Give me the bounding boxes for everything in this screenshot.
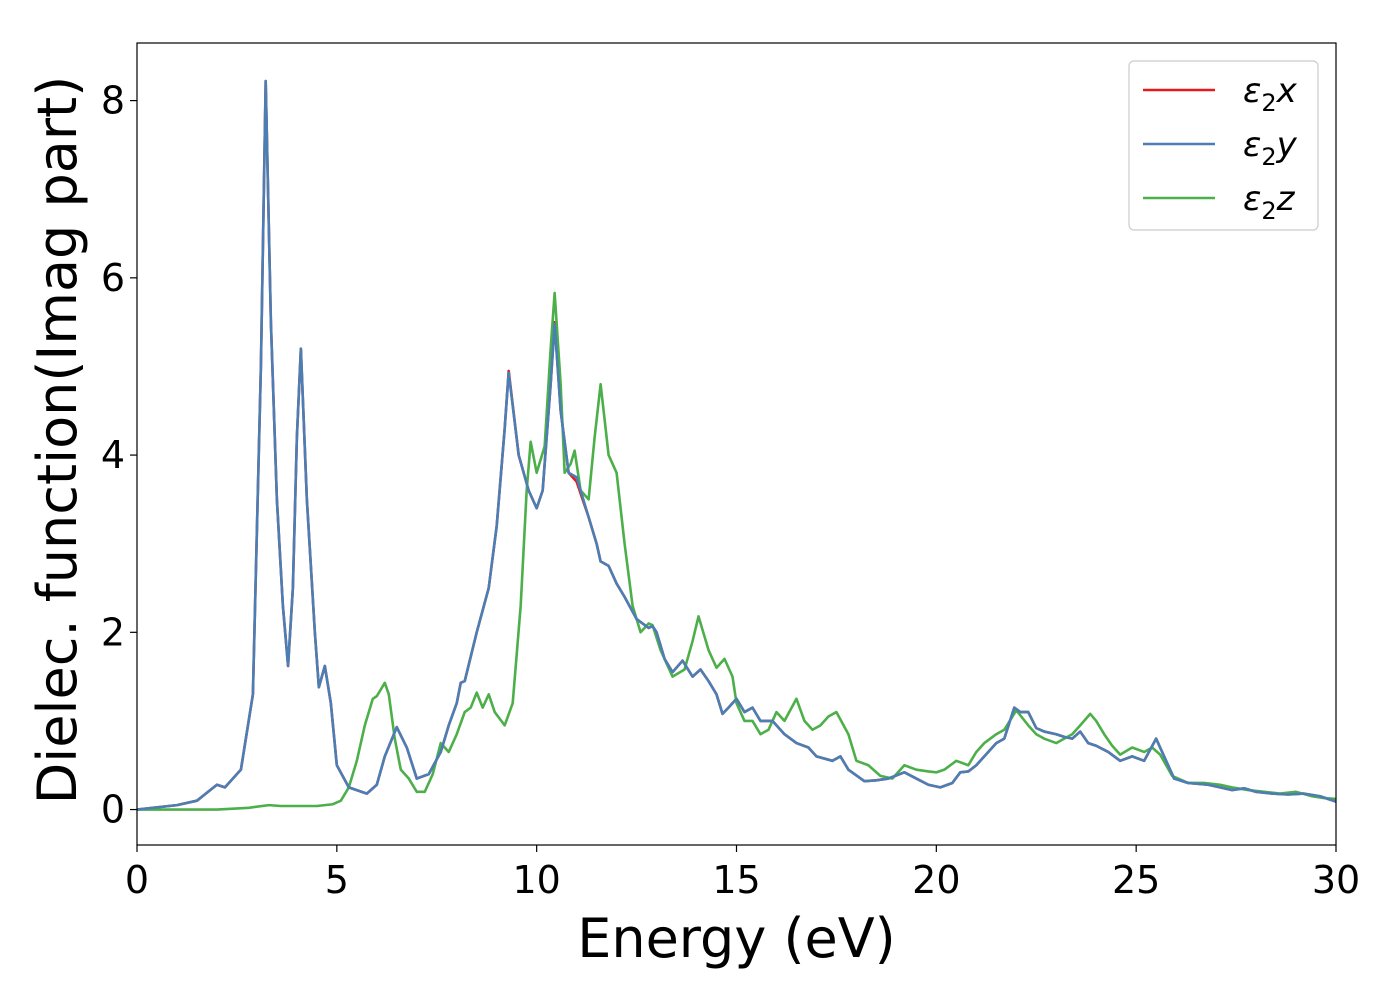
legend: ε2x ε2y ε2z xyxy=(1128,60,1319,231)
legend-entry-z: ε2z xyxy=(1243,179,1296,225)
series-line-z xyxy=(137,291,1336,811)
x-tick-label: 30 xyxy=(1312,858,1360,902)
y-tick-label: 6 xyxy=(101,256,125,300)
x-tick-label: 10 xyxy=(512,858,560,902)
legend-entry-x: ε2x xyxy=(1243,71,1298,117)
y-tick-label: 0 xyxy=(101,788,125,832)
y-tick-label: 4 xyxy=(101,433,125,477)
x-tick-label: 15 xyxy=(712,858,760,902)
ticks-layer: 0 5 10 15 20 25 30 0 2 4 6 8 xyxy=(101,79,1360,902)
y-tick-label: 2 xyxy=(101,610,125,654)
x-tick-label: 20 xyxy=(912,858,960,902)
y-tick-label: 8 xyxy=(101,79,125,123)
x-tick-label: 5 xyxy=(325,858,349,902)
series-layer xyxy=(137,79,1336,811)
x-axis-label: Energy (eV) xyxy=(577,907,896,970)
y-axis-label: Dielec. function(Imag part) xyxy=(26,76,89,805)
x-tick-label: 0 xyxy=(125,858,149,902)
x-tick-label: 25 xyxy=(1112,858,1160,902)
legend-entry-y: ε2y xyxy=(1243,125,1298,171)
legend-box xyxy=(1128,60,1319,231)
series-line-y xyxy=(137,79,1336,811)
